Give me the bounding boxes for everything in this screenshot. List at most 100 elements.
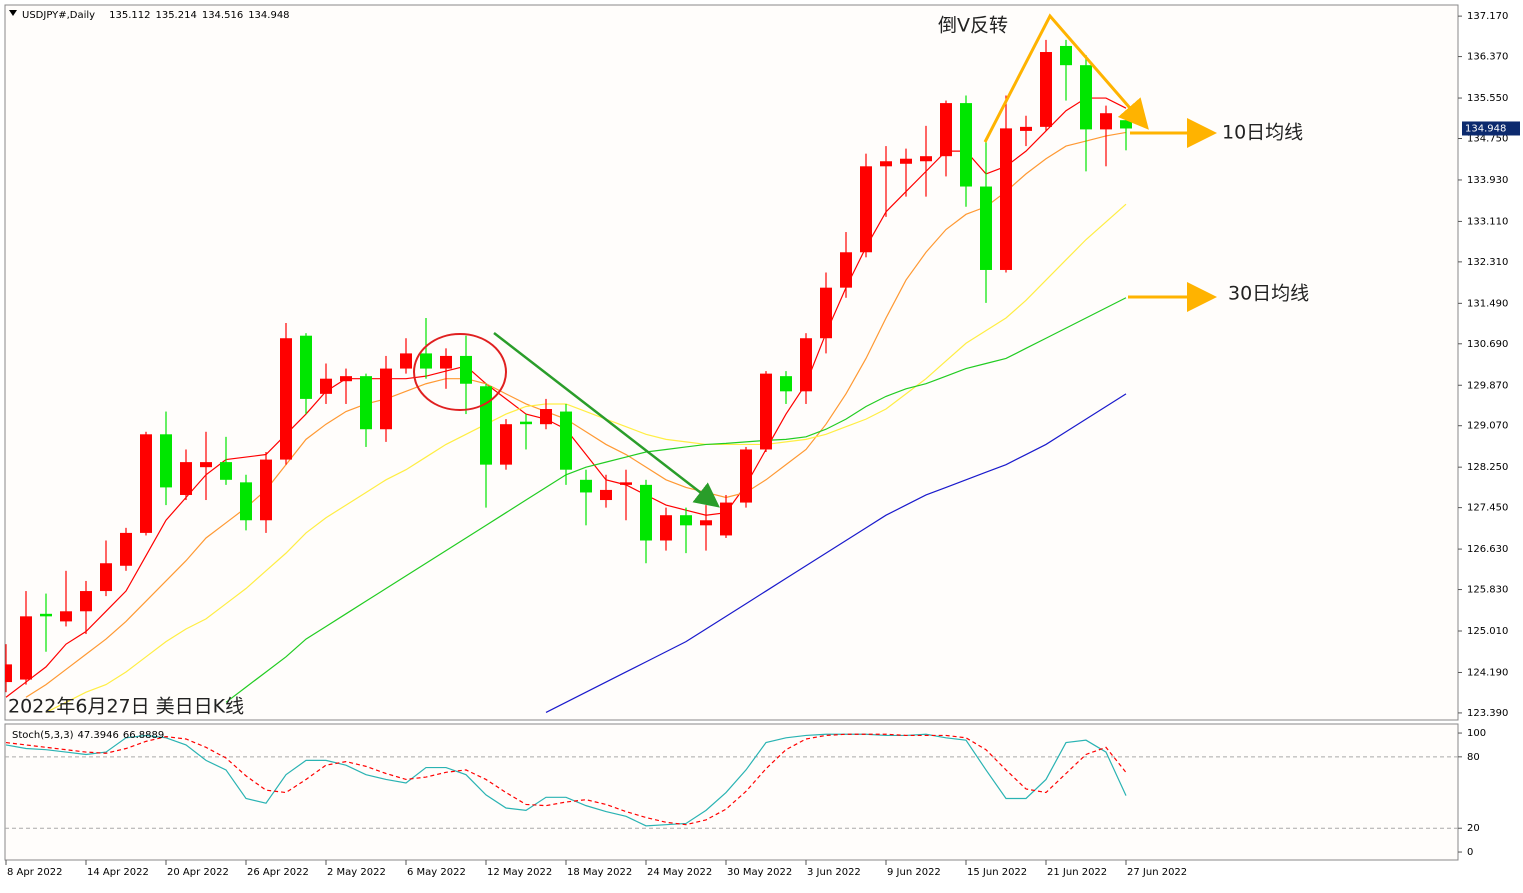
candle-body (320, 378, 332, 394)
y-tick-label: 80 (1467, 752, 1480, 763)
axes: 137.170 136.370 135.550 134.750 133.930 133.1… (5, 11, 1520, 878)
candle-body (480, 386, 492, 465)
y-tick-label: 125.010 (1467, 626, 1508, 637)
inverted-v-arrow (983, 13, 1149, 143)
candle-body (1120, 120, 1132, 129)
indicator-line (5, 733, 1127, 827)
y-tick-label: 128.250 (1467, 462, 1508, 473)
candle-body (720, 502, 732, 536)
candle-body (260, 459, 272, 521)
y-tick-label: 133.930 (1467, 175, 1508, 186)
candle-body (5, 664, 12, 683)
candle-body (680, 515, 692, 526)
candle-body (460, 355, 472, 384)
candle-body (540, 409, 552, 425)
y-tick-label: 20 (1467, 823, 1480, 834)
x-tick-label: 27 Jun 2022 (1127, 867, 1187, 878)
candle-body (1060, 45, 1072, 66)
candle-body (160, 434, 172, 488)
x-tick-label: 30 May 2022 (727, 867, 792, 878)
header: USDJPY#,Daily 135.112 135.214 134.516 134.94… (22, 10, 290, 21)
candle-body (20, 616, 32, 680)
candle-body (420, 353, 432, 369)
x-tick-label: 12 May 2022 (487, 867, 552, 878)
y-tick-label: 129.870 (1467, 380, 1508, 391)
candle-body (1020, 126, 1032, 131)
y-tick-label: 132.310 (1467, 257, 1508, 268)
candle-body (980, 186, 992, 270)
y-tick-label: 0 (1467, 847, 1473, 858)
x-tick-label: 24 May 2022 (647, 867, 712, 878)
indicator-value: 66.8889 (123, 730, 164, 741)
y-tick-label: 100 (1467, 728, 1486, 739)
candle-body (360, 376, 372, 430)
x-tick-label: 2 May 2022 (327, 867, 386, 878)
candle-body (300, 335, 312, 399)
price-label: 134.948 (1465, 123, 1506, 134)
candle-body (440, 355, 452, 369)
x-tick-label: 26 Apr 2022 (247, 867, 309, 878)
candle-body (240, 482, 252, 521)
x-tick-label: 18 May 2022 (567, 867, 632, 878)
candle-body (280, 338, 292, 460)
candle-body (500, 424, 512, 465)
candle-body (920, 156, 932, 162)
y-tick-label: 130.690 (1467, 339, 1508, 350)
candle-body (380, 368, 392, 430)
x-tick-label: 6 May 2022 (407, 867, 466, 878)
candle-body (200, 462, 212, 468)
annotation: 10日均线 (1222, 122, 1303, 144)
candle-body (220, 462, 232, 480)
candle-body (820, 287, 832, 339)
y-tick-label: 125.830 (1467, 585, 1508, 596)
candle-body (100, 563, 112, 592)
candle-body (660, 515, 672, 541)
ohlc-value: 135.112 (109, 10, 150, 21)
x-tick-label: 15 Jun 2022 (967, 867, 1027, 878)
candle-body (340, 376, 352, 382)
price-label-box (1462, 121, 1520, 136)
x-tick-label: 14 Apr 2022 (87, 867, 149, 878)
ohlc-value: 134.516 (202, 10, 243, 21)
y-tick-label: 126.630 (1467, 544, 1508, 555)
y-tick-label: 136.370 (1467, 52, 1508, 63)
candle-body (840, 252, 852, 288)
candle-body (900, 158, 912, 164)
candle-body (640, 484, 652, 541)
x-tick-label: 21 Jun 2022 (1047, 867, 1107, 878)
indicator-line (225, 297, 1127, 703)
menu-icon[interactable] (9, 10, 17, 16)
y-tick-label: 123.390 (1467, 708, 1508, 719)
candle-body (580, 479, 592, 493)
candle-body (740, 449, 752, 503)
candle-body (1100, 113, 1112, 130)
stoch-header: Stoch(5,3,3) 47.3946 66.8889 (12, 730, 164, 741)
candle-body (780, 376, 792, 392)
candle-body (800, 338, 812, 392)
annotation: 30日均线 (1228, 283, 1309, 305)
trend-arrow (493, 332, 720, 508)
x-tick-label: 9 Jun 2022 (887, 867, 941, 878)
price-plot (5, 39, 1132, 713)
candle-body (560, 411, 572, 470)
candle-body (1040, 52, 1052, 127)
y-tick-label: 127.450 (1467, 503, 1508, 514)
x-tick-label: 8 Apr 2022 (7, 867, 62, 878)
candle-body (600, 489, 612, 501)
candle-body (700, 520, 712, 526)
ohlc-value: 134.948 (248, 10, 289, 21)
indicator-line (5, 733, 1127, 826)
candle-body (60, 611, 72, 622)
candle-body (620, 482, 632, 485)
y-tick-label: 137.170 (1467, 11, 1508, 22)
y-tick-label: 133.110 (1467, 216, 1508, 227)
candle-body (1000, 128, 1012, 270)
candle-body (400, 353, 412, 369)
y-tick-label: 134.750 (1467, 133, 1508, 144)
y-tick-label: 131.490 (1467, 298, 1508, 309)
indicator-line (25, 131, 1127, 698)
candle-body (1080, 65, 1092, 130)
candle-body (120, 532, 132, 566)
candle-body (520, 421, 532, 425)
candle-body (940, 103, 952, 157)
